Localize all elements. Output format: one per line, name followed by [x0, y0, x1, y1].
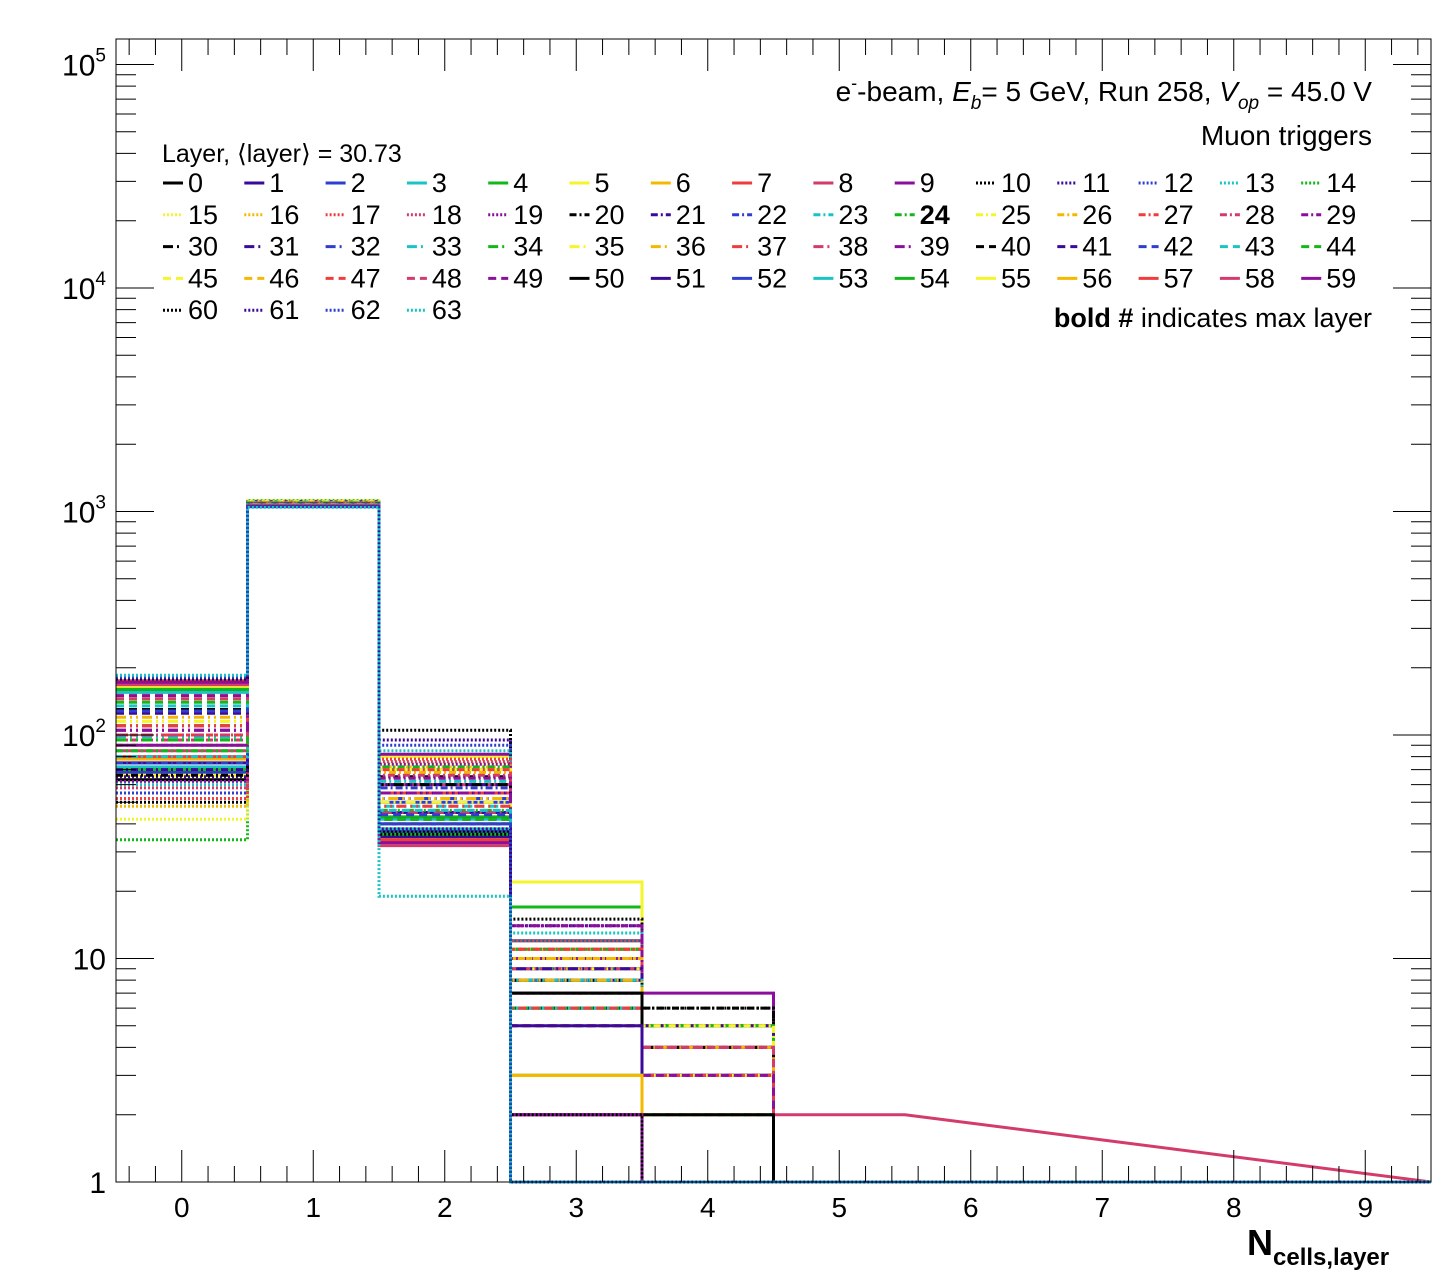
series-layer-49 — [116, 503, 1431, 1184]
legend-entry-22: 22 — [757, 200, 787, 230]
legend-entry-23: 23 — [838, 200, 868, 230]
legend-entry-11: 11 — [1082, 168, 1110, 198]
legend-entry-57: 57 — [1164, 263, 1194, 293]
legend-entry-18: 18 — [432, 200, 462, 230]
legend-entry-29: 29 — [1326, 200, 1356, 230]
legend-entry-20: 20 — [595, 200, 625, 230]
legend-entry-9: 9 — [920, 168, 935, 198]
x-axis-label: Ncells,layer — [1247, 1222, 1389, 1271]
legend-entry-19: 19 — [513, 200, 543, 230]
x-tick-label: 1 — [305, 1192, 321, 1223]
header-line2: Muon triggers — [1201, 120, 1372, 151]
legend-entry-0: 0 — [188, 168, 203, 198]
legend-entry-51: 51 — [676, 263, 706, 293]
x-axis-label-sub: cells,layer — [1273, 1244, 1389, 1271]
legend-entry-61: 61 — [269, 295, 299, 325]
legend-entry-53: 53 — [838, 263, 868, 293]
legend-entry-13: 13 — [1245, 168, 1275, 198]
legend-entry-37: 37 — [757, 232, 787, 262]
y-tick-label: 104 — [62, 269, 106, 306]
y-tick-label: 1 — [89, 1167, 106, 1200]
y-tick-label: 103 — [62, 492, 106, 529]
legend-entry-2: 2 — [351, 168, 366, 198]
x-tick-label: 7 — [1094, 1192, 1110, 1223]
y-tick-label: 10 — [73, 943, 106, 976]
legend-entry-3: 3 — [432, 168, 447, 198]
legend-entry-8: 8 — [838, 168, 853, 198]
legend-entry-62: 62 — [351, 295, 381, 325]
legend-note: bold # indicates max layer — [1054, 303, 1372, 333]
legend-entry-48: 48 — [432, 263, 462, 293]
legend-entry-16: 16 — [269, 200, 299, 230]
legend-entry-56: 56 — [1082, 263, 1112, 293]
legend-entry-58: 58 — [1245, 263, 1275, 293]
legend-entry-10: 10 — [1001, 168, 1031, 198]
plot-frame — [115, 38, 1432, 1183]
x-tick-label: 3 — [568, 1192, 584, 1223]
legend-entry-12: 12 — [1164, 168, 1194, 198]
legend-entry-25: 25 — [1001, 200, 1031, 230]
legend-entry-39: 39 — [920, 232, 950, 262]
x-tick-label: 5 — [831, 1192, 847, 1223]
legend-entry-35: 35 — [595, 232, 625, 262]
legend-entry-40: 40 — [1001, 232, 1031, 262]
legend-entry-31: 31 — [269, 232, 299, 262]
legend-entry-14: 14 — [1326, 168, 1356, 198]
legend-entry-55: 55 — [1001, 263, 1031, 293]
legend-entry-44: 44 — [1326, 232, 1356, 262]
legend-entry-36: 36 — [676, 232, 706, 262]
legend-entry-49: 49 — [513, 263, 543, 293]
legend-entry-17: 17 — [351, 200, 381, 230]
legend-entry-21: 21 — [676, 200, 706, 230]
legend-entry-5: 5 — [595, 168, 610, 198]
series-layer-62 — [116, 505, 1431, 1184]
axis-ticks — [116, 39, 1431, 1183]
legend-entry-63: 63 — [432, 295, 462, 325]
legend-entry-27: 27 — [1164, 200, 1194, 230]
y-tick-label: 102 — [62, 716, 106, 753]
legend-entry-4: 4 — [513, 168, 528, 198]
header-line1: e--beam, Eb= 5 GeV, Run 258, Vop = 45.0 … — [836, 73, 1373, 114]
x-tick-label: 2 — [437, 1192, 453, 1223]
legend-entry-46: 46 — [269, 263, 299, 293]
legend-entry-45: 45 — [188, 263, 218, 293]
legend-entry-42: 42 — [1164, 232, 1194, 262]
legend-title: Layer, ⟨layer⟩ = 30.73 — [162, 140, 402, 168]
legend-entry-15: 15 — [188, 200, 218, 230]
legend-entry-24: 24 — [920, 200, 950, 230]
legend-entry-60: 60 — [188, 295, 218, 325]
x-tick-labels: 0 1 2 3 4 5 6 7 8 9 — [174, 1192, 1373, 1223]
legend-entry-33: 33 — [432, 232, 462, 262]
x-tick-label: 0 — [174, 1192, 190, 1223]
legend-entry-1: 1 — [269, 168, 284, 198]
legend-entry-34: 34 — [513, 232, 543, 262]
y-tick-label: 105 — [62, 45, 106, 82]
legend-entry-32: 32 — [351, 232, 381, 262]
legend-entry-59: 59 — [1326, 263, 1356, 293]
legend-entry-6: 6 — [676, 168, 691, 198]
legend-entry-28: 28 — [1245, 200, 1275, 230]
legend-entry-47: 47 — [351, 263, 381, 293]
x-tick-label: 9 — [1357, 1192, 1373, 1223]
legend-entry-41: 41 — [1082, 232, 1112, 262]
y-tick-labels: 1 10 102 103 104 105 — [62, 45, 106, 1200]
x-tick-label: 8 — [1226, 1192, 1242, 1223]
legend-entry-30: 30 — [188, 232, 218, 262]
legend-entry-43: 43 — [1245, 232, 1275, 262]
legend-entry-54: 54 — [920, 263, 950, 293]
legend-entry-52: 52 — [757, 263, 787, 293]
x-tick-label: 6 — [963, 1192, 979, 1223]
legend-entry-50: 50 — [595, 263, 625, 293]
legend-entry-7: 7 — [757, 168, 772, 198]
legend-entry-38: 38 — [838, 232, 868, 262]
x-tick-label: 4 — [700, 1192, 716, 1223]
histogram-lines — [116, 499, 1432, 1184]
legend-entry-26: 26 — [1082, 200, 1112, 230]
